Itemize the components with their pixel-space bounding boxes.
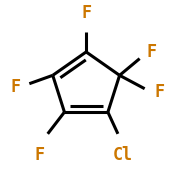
Text: F: F <box>155 83 165 101</box>
Text: Cl: Cl <box>113 145 133 164</box>
Text: F: F <box>34 145 44 164</box>
Text: F: F <box>146 43 156 61</box>
Text: F: F <box>81 4 91 22</box>
Text: F: F <box>11 78 21 96</box>
